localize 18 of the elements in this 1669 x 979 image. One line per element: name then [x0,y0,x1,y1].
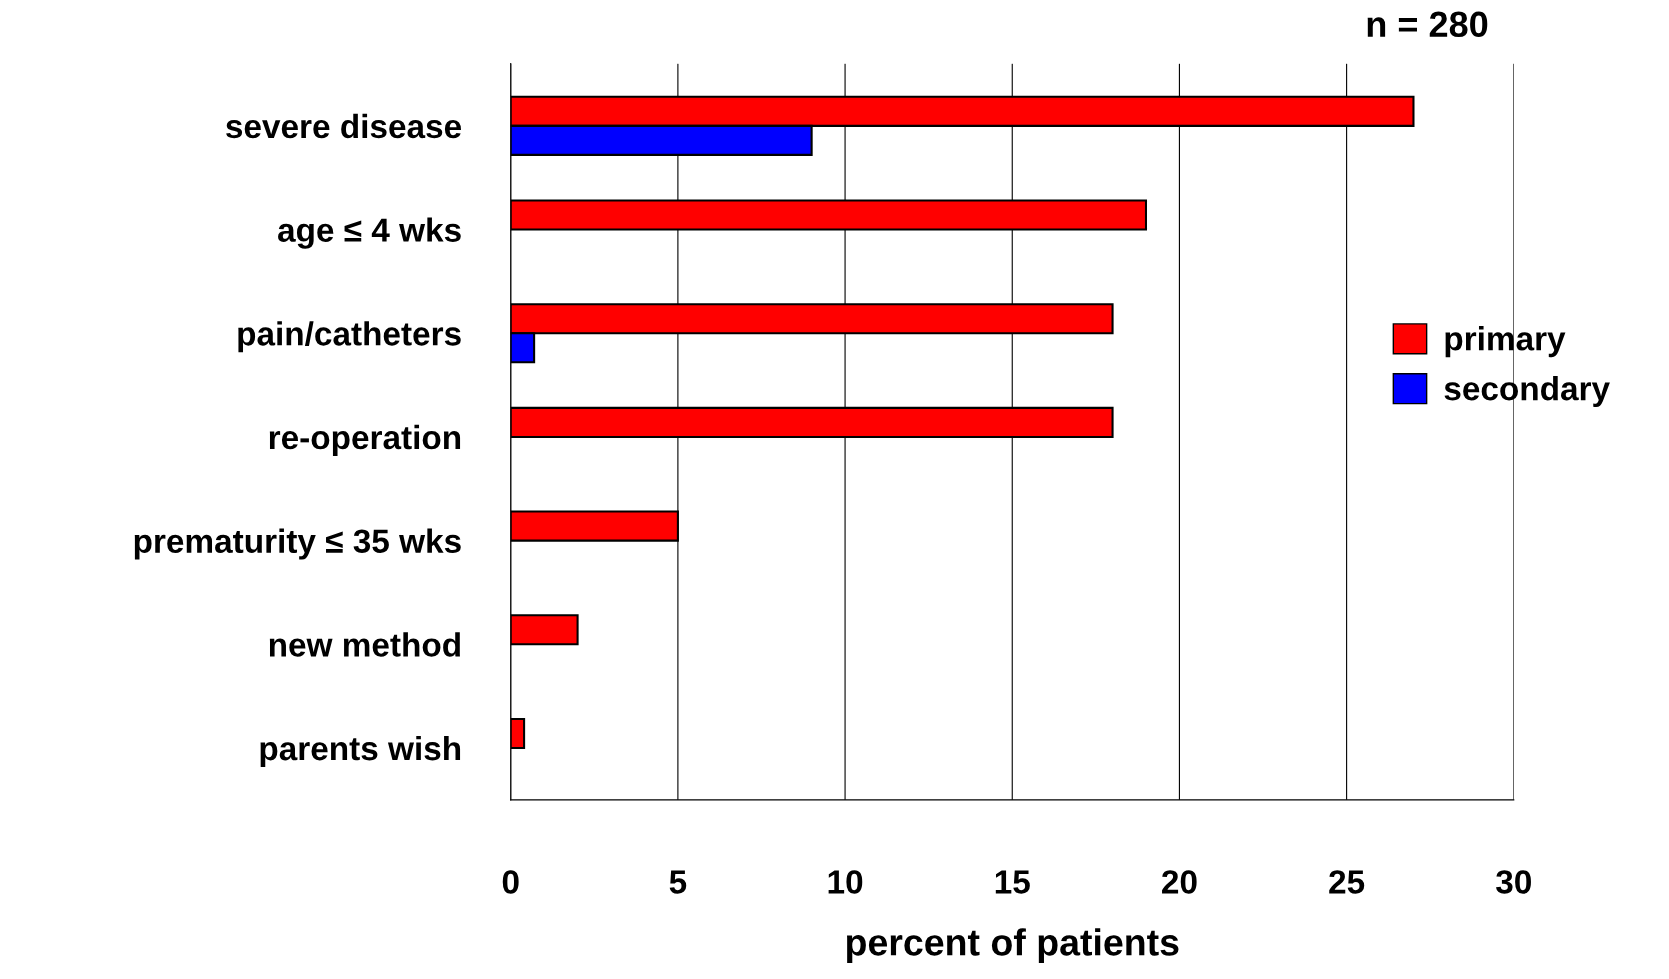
text: n = 280 [1367,11,1488,38]
x-tick-label: 30 [1496,870,1531,894]
y-tick-label: age ≤ 4 wks [278,217,461,249]
y-tick-label: pain/catheters [238,321,461,353]
x-axis-title: percent of patients [847,928,1179,964]
x-tick-label: 15 [995,870,1030,894]
x-tick-label: 0 [502,870,519,894]
bar [510,614,579,646]
bar [510,717,526,750]
y-tick-label: new method [269,632,460,657]
x-tick-label: 20 [1162,870,1197,894]
x-tick-label: 10 [828,870,863,894]
y-tick-label: re-operation [269,424,461,456]
y-tick-label: prematurity ≤ 35 wks [134,528,461,560]
y-tick-label: severe disease [226,113,461,139]
x-tick-label: 5 [669,870,687,894]
x-tick-label: 25 [1329,870,1365,894]
y-tick-label: parents wish [260,735,461,767]
